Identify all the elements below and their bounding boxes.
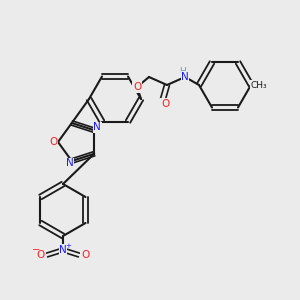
Text: N: N: [181, 72, 189, 82]
Text: O: O: [49, 137, 57, 147]
Text: +: +: [65, 243, 71, 249]
Text: CH₃: CH₃: [251, 80, 267, 89]
Text: O: O: [133, 82, 141, 92]
Text: O: O: [161, 99, 169, 109]
Text: N: N: [59, 245, 67, 255]
Text: −: −: [32, 245, 40, 255]
Text: H: H: [180, 68, 186, 76]
Text: O: O: [37, 250, 45, 260]
Text: N: N: [93, 122, 101, 132]
Text: O: O: [81, 250, 89, 260]
Text: N: N: [66, 158, 74, 168]
